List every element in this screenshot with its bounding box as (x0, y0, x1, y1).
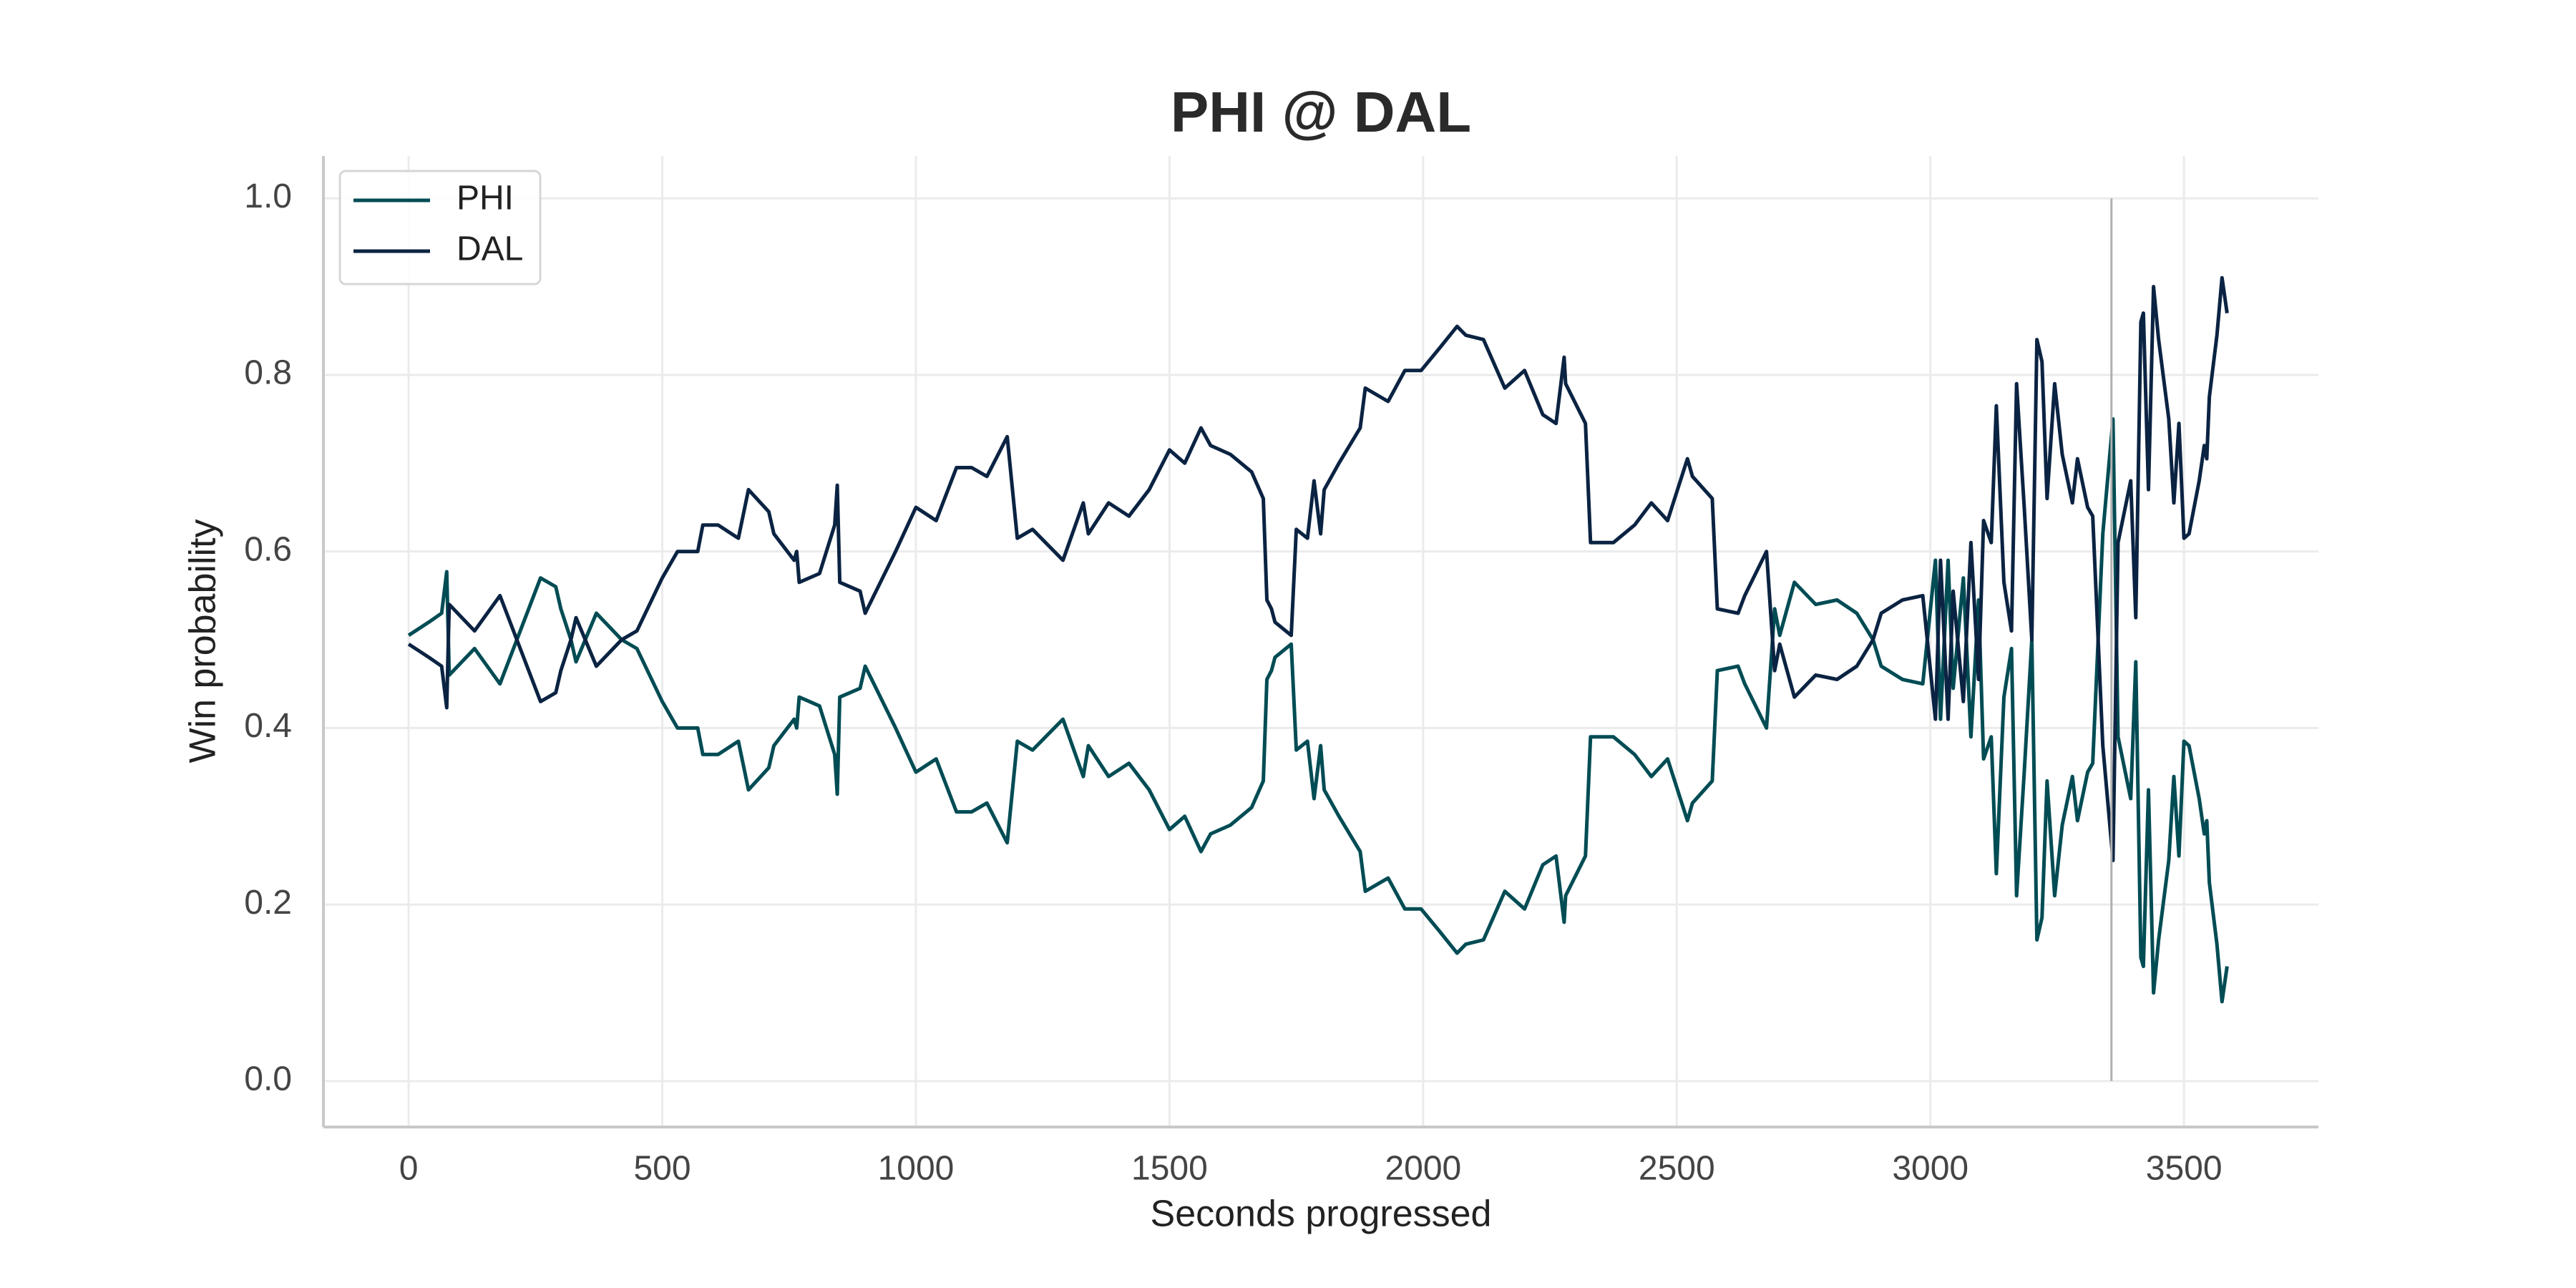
y-tick-label: 0.4 (244, 707, 292, 745)
legend-label: PHI (457, 180, 514, 218)
y-axis-label: Win probability (182, 519, 224, 763)
x-tick-label: 2500 (1639, 1150, 1715, 1188)
x-tick-label: 0 (399, 1150, 419, 1188)
y-tick-label: 0.0 (244, 1060, 292, 1098)
y-tick-label: 0.6 (244, 530, 292, 568)
x-tick-label: 2000 (1385, 1150, 1461, 1188)
x-tick-label: 1500 (1131, 1150, 1208, 1188)
x-tick-label: 1000 (878, 1150, 955, 1188)
x-tick-label: 500 (633, 1150, 691, 1188)
y-tick-label: 0.2 (244, 884, 292, 922)
x-axis-label: Seconds progressed (1151, 1194, 1492, 1235)
y-tick-label: 1.0 (244, 177, 292, 215)
y-tick-label: 0.8 (244, 354, 292, 392)
x-tick-label: 3500 (2146, 1150, 2223, 1188)
chart-title: PHI @ DAL (1171, 80, 1471, 144)
x-tick-label: 3000 (1892, 1150, 1968, 1188)
legend-label: DAL (457, 230, 523, 268)
series-line (407, 417, 2229, 1004)
legend: PHI DAL (338, 170, 542, 286)
series-line (407, 275, 2229, 862)
